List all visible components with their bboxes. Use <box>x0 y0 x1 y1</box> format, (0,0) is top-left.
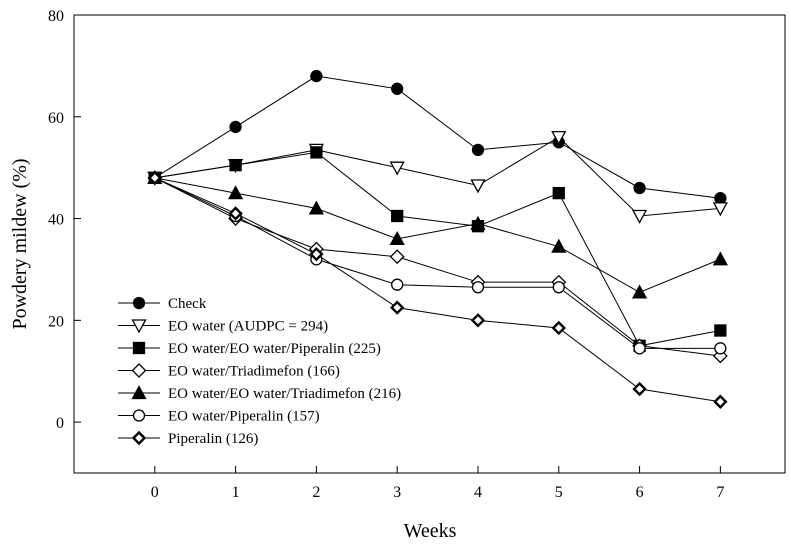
legend-label: Check <box>168 296 207 312</box>
data-point <box>552 186 565 200</box>
data-point <box>389 231 405 246</box>
data-point <box>714 192 727 205</box>
data-point <box>633 181 646 195</box>
data-point <box>712 202 728 217</box>
series-line <box>154 151 721 347</box>
data-point <box>310 69 323 83</box>
x-tick-label: 0 <box>151 484 159 501</box>
legend-item: EO water/EO water/Triadimefon (216) <box>118 385 401 402</box>
data-point <box>712 251 728 266</box>
data-point <box>471 281 485 294</box>
y-tick-label: 40 <box>48 212 64 229</box>
series-line <box>154 177 721 293</box>
legend-label: EO water/Triadimefon (166) <box>168 364 340 380</box>
x-tick-label: 4 <box>474 484 482 501</box>
data-point <box>389 300 405 315</box>
legend-label: EO water/EO water/Triadimefon (216) <box>168 386 401 402</box>
y-tick-label: 80 <box>48 8 64 25</box>
data-point <box>552 281 565 294</box>
legend-label: EO water (AUDPC = 294) <box>168 319 328 335</box>
data-point <box>147 170 162 186</box>
data-point <box>551 320 566 336</box>
x-tick-label: 2 <box>312 484 320 501</box>
data-point <box>131 363 147 378</box>
data-point <box>632 381 647 397</box>
data-point <box>227 185 244 200</box>
x-tick-label: 1 <box>232 484 240 501</box>
data-point <box>131 385 147 400</box>
data-point <box>391 278 404 291</box>
y-axis-label: Powdery mildew (%) <box>9 158 31 329</box>
x-tick-label: 6 <box>636 484 644 501</box>
legend-item: EO water/Piperalin (157) <box>118 409 320 425</box>
y-axis: 0 20 40 60 80 <box>48 8 81 432</box>
x-axis-label: Weeks <box>404 520 457 541</box>
series-line <box>154 136 721 217</box>
legend-label: EO water/Piperalin (157) <box>168 409 320 425</box>
series-6 <box>148 171 727 355</box>
plot-frame <box>73 14 786 474</box>
data-point <box>551 238 567 253</box>
data-point <box>132 296 146 310</box>
data-point <box>389 249 405 265</box>
legend-item: EO water/Triadimefon (166) <box>118 363 340 380</box>
data-point <box>471 143 485 157</box>
x-tick-label: 3 <box>393 484 401 501</box>
data-point <box>131 430 147 446</box>
legend: Check EO water (AUDPC = 294) EO water/EO w… <box>118 296 401 447</box>
legend-label: Piperalin (126) <box>168 431 258 447</box>
data-point <box>633 342 646 355</box>
data-point <box>308 200 324 215</box>
data-point <box>391 82 404 95</box>
data-point <box>229 120 242 134</box>
legend-label: EO water/EO water/Piperalin (225) <box>168 341 381 357</box>
series-line <box>154 177 721 403</box>
series-7 <box>147 170 728 409</box>
x-tick-label: 7 <box>716 484 724 501</box>
data-point <box>713 394 728 409</box>
series-layer <box>147 69 728 409</box>
data-point <box>714 342 727 355</box>
legend-item: EO water/EO water/Piperalin (225) <box>118 341 381 357</box>
data-point <box>229 158 242 172</box>
data-point <box>131 319 147 334</box>
series-line <box>154 177 721 349</box>
series-line <box>154 75 721 199</box>
y-tick-label: 20 <box>48 313 64 330</box>
data-point <box>132 341 146 355</box>
y-tick-label: 0 <box>56 415 64 432</box>
data-point <box>391 209 404 223</box>
data-point <box>631 284 648 299</box>
legend-item: Check <box>118 296 207 312</box>
data-point <box>309 246 324 262</box>
data-point <box>714 324 727 337</box>
x-axis: 0 1 2 3 4 5 6 7 <box>151 466 724 501</box>
data-point <box>389 161 405 176</box>
data-point <box>228 206 243 221</box>
legend-item: Piperalin (126) <box>118 430 258 447</box>
data-point <box>470 215 486 230</box>
data-point <box>310 146 323 159</box>
data-point <box>470 179 486 194</box>
data-point <box>132 409 146 422</box>
x-tick-label: 5 <box>555 484 563 501</box>
series-1 <box>148 69 727 205</box>
data-point <box>631 209 648 224</box>
y-tick-label: 60 <box>48 110 64 127</box>
data-point <box>470 313 486 328</box>
data-point <box>551 130 567 145</box>
legend-item: EO water (AUDPC = 294) <box>118 319 328 335</box>
